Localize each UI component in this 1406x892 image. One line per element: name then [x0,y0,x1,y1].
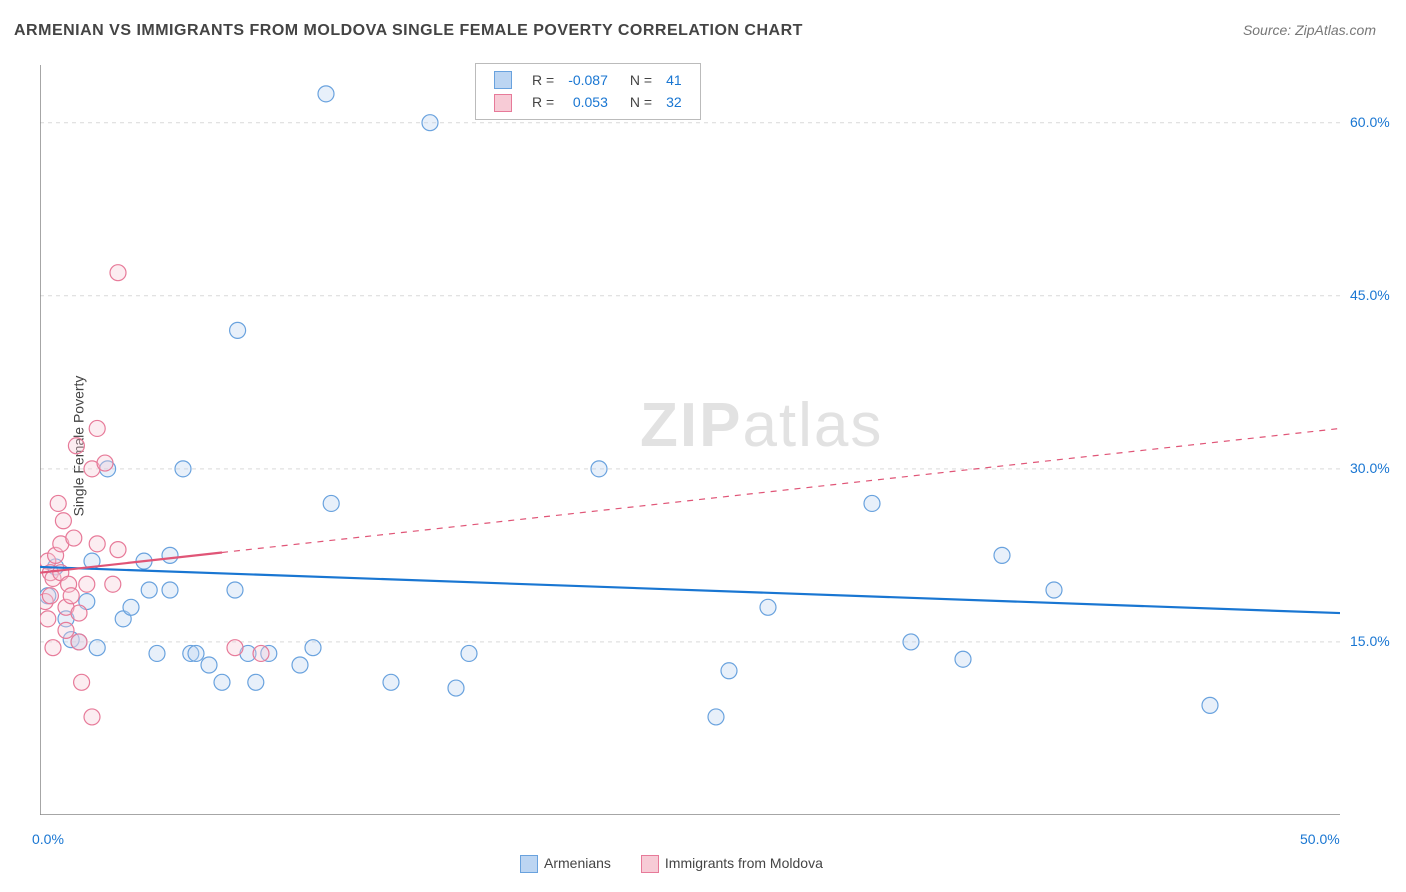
legend-table: R =-0.087N =41R =0.053N =32 [486,68,690,115]
legend-n-label: N = [616,92,658,112]
plot-svg [40,65,1340,815]
legend-label: Immigrants from Moldova [665,855,823,871]
legend-swatch [494,94,512,112]
legend-n-value: 41 [660,70,688,90]
legend-n-label: N = [616,70,658,90]
legend-item: Immigrants from Moldova [641,855,823,873]
chart-source: Source: ZipAtlas.com [1243,22,1376,38]
legend-n-value: 32 [660,92,688,112]
legend-r-value: -0.087 [562,70,614,90]
legend-label: Armenians [544,855,611,871]
legend-r-label: R = [526,70,560,90]
legend-row: R =0.053N =32 [488,92,688,112]
legend-r-label: R = [526,92,560,112]
legend-series: Armenians Immigrants from Moldova [520,855,823,873]
plot-area [40,65,1340,815]
chart-title: ARMENIAN VS IMMIGRANTS FROM MOLDOVA SING… [14,22,803,40]
y-tick-label: 45.0% [1350,287,1390,303]
y-tick-label: 30.0% [1350,460,1390,476]
legend-r-value: 0.053 [562,92,614,112]
x-tick-label: 0.0% [32,831,64,847]
legend-row: R =-0.087N =41 [488,70,688,90]
y-tick-label: 15.0% [1350,633,1390,649]
legend-swatch [520,855,538,873]
legend-swatch [494,71,512,89]
chart-container: ARMENIAN VS IMMIGRANTS FROM MOLDOVA SING… [0,0,1406,892]
legend-swatch [641,855,659,873]
legend-correlation: R =-0.087N =41R =0.053N =32 [475,63,701,120]
x-tick-label: 50.0% [1300,831,1340,847]
legend-item: Armenians [520,855,611,873]
y-tick-label: 60.0% [1350,114,1390,130]
